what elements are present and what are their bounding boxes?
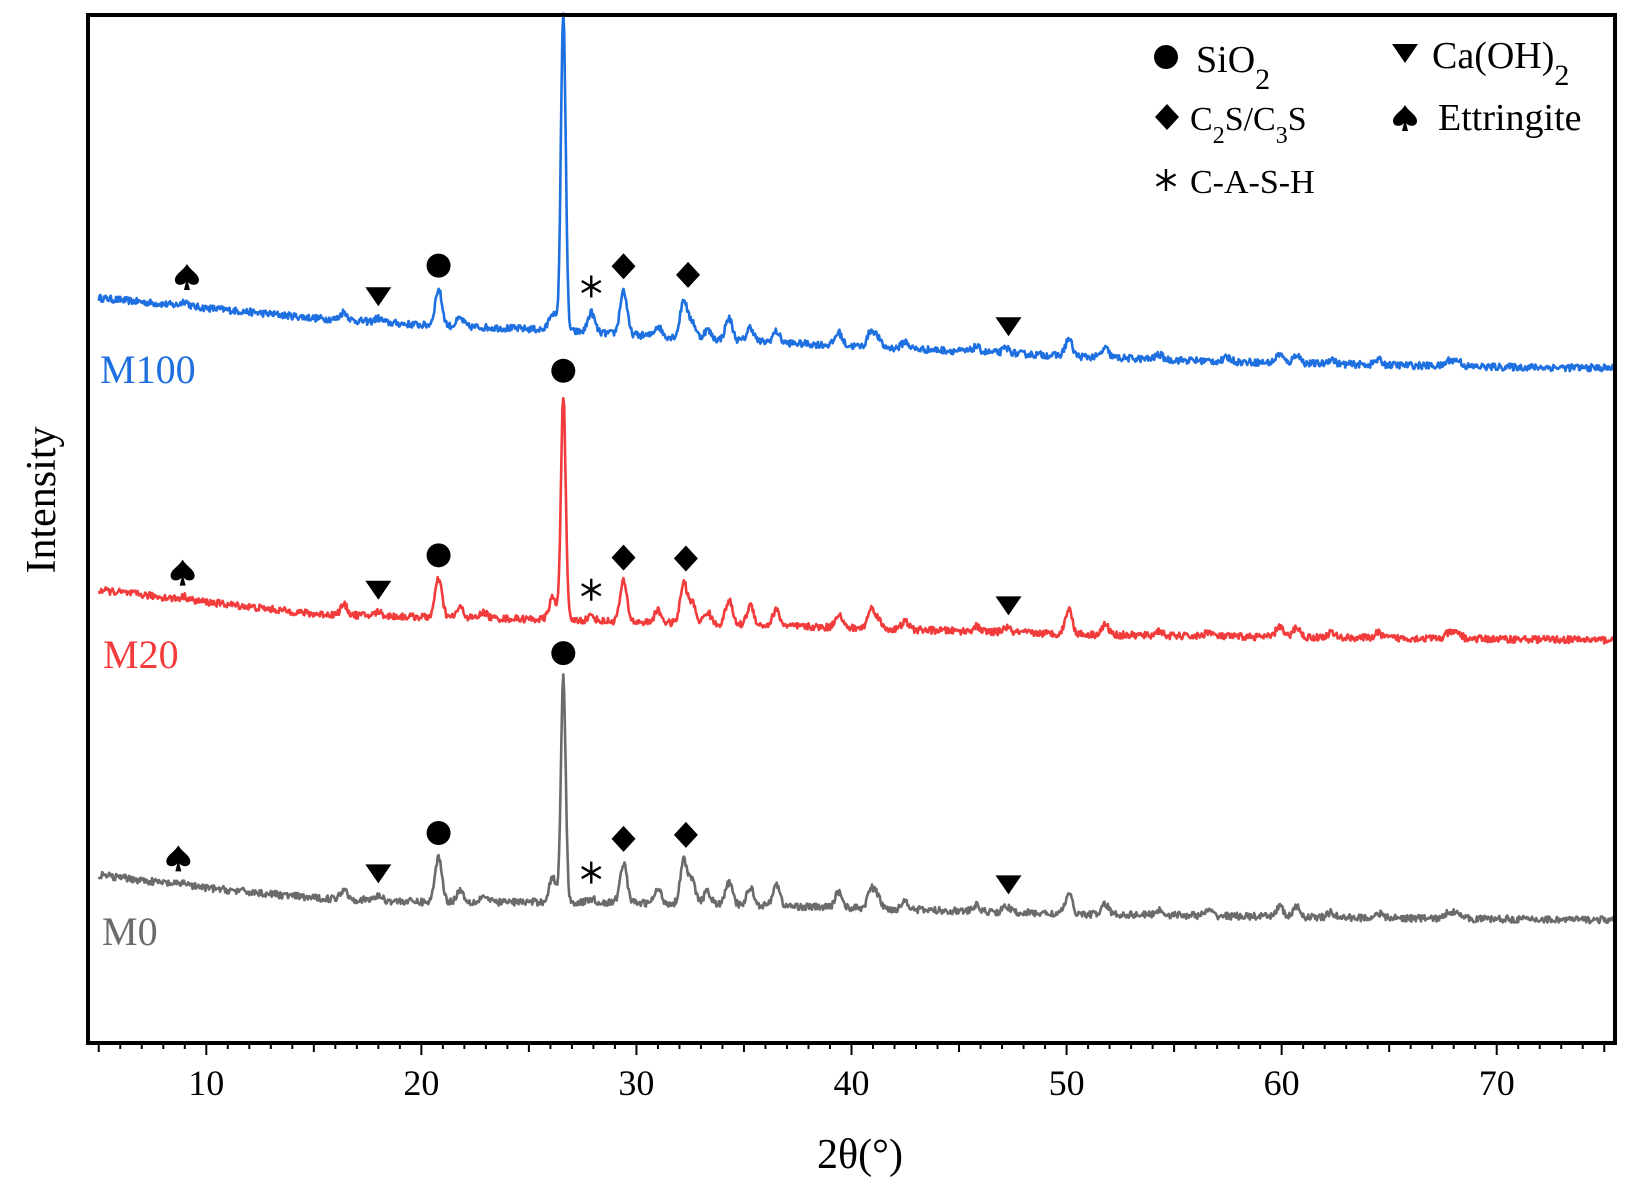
- legend-item-circle: SiO2: [1154, 39, 1270, 96]
- marker-triangle-down-m0-1: [365, 864, 392, 884]
- marker-spade-m0-0: [166, 845, 191, 872]
- x-tick-label: 20: [403, 1063, 439, 1103]
- marker-circle-m100-2: [426, 253, 451, 278]
- marker-spade-m20-0: [170, 559, 195, 586]
- series-line-m0: [97, 673, 1616, 925]
- legend-item-triangle-down: Ca(OH)2: [1392, 35, 1569, 92]
- marker-asterisk-m0-4: [581, 861, 602, 884]
- marker-circle-m0-2: [426, 821, 451, 845]
- series-labels: M100 M20 M0: [100, 347, 196, 954]
- series-label-m0: M0: [102, 909, 158, 954]
- x-tick-label: 50: [1049, 1063, 1085, 1103]
- legend-item-diamond: C2S/C3S: [1155, 101, 1307, 149]
- legend-item-asterisk: C-A-S-H: [1155, 164, 1315, 201]
- marker-circle-m20-2: [426, 543, 451, 568]
- marker-triangle-down-m20-1: [365, 580, 392, 600]
- legend-label: C2S/C3S: [1190, 101, 1307, 149]
- legend-marker-spade: [1393, 105, 1417, 131]
- series-line-m20: [97, 396, 1616, 645]
- legend-marker-diamond: [1155, 104, 1179, 130]
- x-tick-label: 70: [1479, 1063, 1515, 1103]
- marker-diamond-m100-6: [676, 261, 701, 288]
- x-axis-label: 2θ(°): [817, 1132, 903, 1178]
- peak-annotation-layer: [166, 253, 1022, 895]
- marker-triangle-down-m20-7: [995, 596, 1022, 616]
- marker-asterisk-m20-4: [581, 578, 602, 601]
- series-label-m100: M100: [100, 347, 196, 392]
- x-tick-label: 30: [618, 1063, 654, 1103]
- marker-asterisk-m100-4: [581, 275, 602, 298]
- marker-diamond-m100-5: [611, 253, 636, 280]
- marker-triangle-down-m100-7: [995, 317, 1022, 337]
- legend-marker-triangle-down: [1392, 44, 1418, 63]
- y-axis-label: Intensity: [19, 427, 65, 574]
- legend-label: Ettringite: [1438, 97, 1582, 139]
- series-layer: [97, 12, 1616, 925]
- marker-triangle-down-m0-7: [995, 875, 1022, 895]
- legend-label: C-A-S-H: [1190, 164, 1315, 201]
- marker-circle-m20-3: [551, 358, 576, 383]
- legend-item-spade: Ettringite: [1393, 97, 1582, 139]
- series-label-m20: M20: [103, 632, 179, 677]
- marker-diamond-m20-5: [611, 544, 636, 571]
- legend: SiO2 Ca(OH)2 C2S/C3S Ettringite C-A-S-H: [1154, 35, 1582, 201]
- marker-diamond-m0-5: [611, 825, 636, 852]
- x-tick-label: 10: [188, 1063, 224, 1103]
- marker-diamond-m20-6: [673, 545, 698, 572]
- x-tick-label: 40: [834, 1063, 870, 1103]
- marker-circle-m0-3: [551, 641, 576, 666]
- marker-spade-m100-0: [174, 264, 199, 290]
- marker-triangle-down-m100-1: [365, 287, 392, 307]
- series-line-m100: [97, 12, 1616, 373]
- x-axis-ticks: 10 20 30 40 50 60 70: [97, 1043, 1606, 1103]
- legend-label: Ca(OH)2: [1432, 35, 1569, 92]
- legend-label: SiO2: [1196, 39, 1270, 96]
- marker-diamond-m0-6: [673, 821, 698, 848]
- legend-marker-circle: [1154, 45, 1178, 69]
- legend-marker-asterisk: [1155, 169, 1177, 191]
- x-tick-label: 60: [1264, 1063, 1300, 1103]
